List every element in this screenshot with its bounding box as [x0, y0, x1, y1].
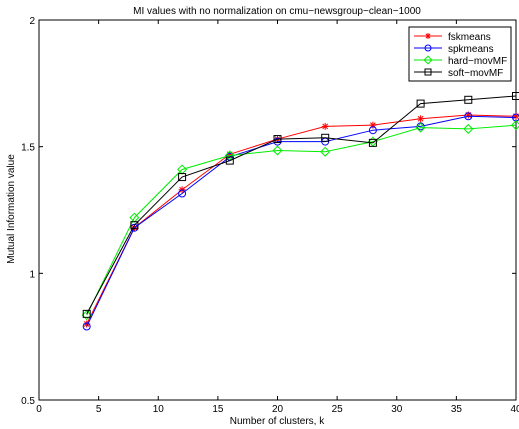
legend-label: fskmeans: [448, 32, 491, 43]
series-3: [81, 120, 519, 321]
data-point: [424, 68, 432, 76]
x-tick-label: 0: [36, 404, 42, 415]
data-point: [81, 310, 92, 321]
x-axis: 0 5 10 15 20 25 30 35 40: [36, 20, 519, 415]
series-line: [86, 124, 517, 316]
data-point: [464, 112, 473, 121]
x-tick-label: 35: [451, 404, 463, 415]
data-point: [463, 123, 474, 134]
x-tick-label: 15: [212, 404, 224, 415]
data-point: [320, 146, 331, 157]
x-tick-label: 5: [96, 404, 102, 415]
series-2: [82, 112, 519, 331]
legend-item: fskmeans: [414, 32, 491, 43]
data-point: [82, 309, 91, 318]
data-point: [321, 122, 329, 130]
y-tick-label: 1.5: [21, 143, 35, 154]
legend-label: spkmeans: [448, 44, 494, 55]
series-1: [83, 111, 519, 328]
series-line: [86, 95, 517, 315]
x-tick-label: 40: [510, 404, 519, 415]
series-line: [86, 115, 517, 327]
y-tick-label: 1: [29, 269, 35, 280]
chart-title: MI values with no normalization on cmu−n…: [133, 6, 421, 17]
x-tick-label: 10: [153, 404, 165, 415]
data-point: [321, 133, 330, 142]
data-point: [416, 99, 425, 108]
x-tick-label: 20: [272, 404, 284, 415]
series-layer: [81, 92, 519, 331]
data-point: [225, 156, 234, 165]
data-point: [178, 173, 187, 182]
x-tick-label: 25: [332, 404, 344, 415]
legend-label: hard−movMF: [448, 56, 507, 67]
data-point: [417, 115, 425, 123]
data-point: [464, 95, 473, 104]
data-point: [423, 55, 433, 65]
data-point: [424, 44, 432, 52]
data-point: [425, 33, 431, 39]
data-point: [178, 189, 187, 198]
data-point: [272, 145, 283, 156]
data-point: [512, 92, 519, 100]
data-point: [368, 138, 377, 147]
y-axis-label: Mutual Information value: [6, 154, 17, 264]
legend-item: hard−movMF: [414, 55, 507, 67]
data-point: [368, 126, 377, 135]
data-point: [224, 150, 235, 161]
y-tick-label: 2: [29, 16, 35, 27]
data-point: [82, 322, 91, 331]
x-axis-label: Number of clusters, k: [230, 416, 325, 427]
legend-label: soft−movMF: [448, 68, 503, 79]
y-tick-label: 0.5: [21, 396, 35, 407]
data-point: [273, 135, 282, 144]
legend-item: soft−movMF: [414, 68, 503, 79]
x-tick-label: 30: [391, 404, 403, 415]
series-line: [86, 114, 517, 325]
legend-item: spkmeans: [414, 44, 494, 55]
data-point: [130, 221, 139, 230]
series-4: [82, 92, 519, 318]
y-axis: 0.5 1 1.5 2: [21, 16, 516, 407]
data-point: [415, 122, 426, 133]
